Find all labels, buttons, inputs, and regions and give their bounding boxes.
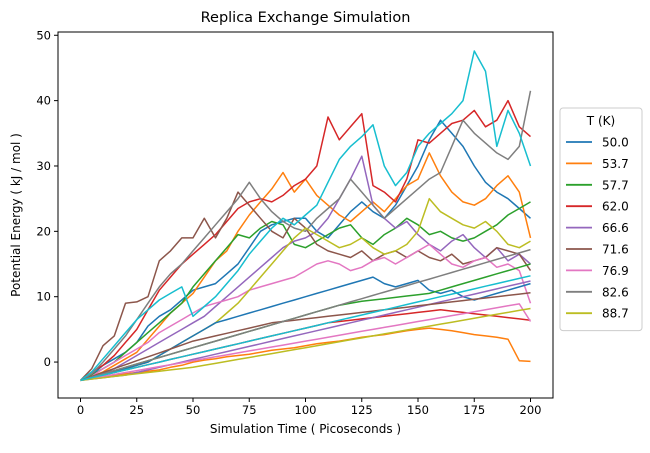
y-tick-label: 30 xyxy=(36,159,51,173)
y-tick-label: 50 xyxy=(36,28,51,42)
x-tick-label: 0 xyxy=(77,403,84,417)
series-line-19 xyxy=(80,307,531,382)
chart-title: Replica Exchange Simulation xyxy=(201,10,411,26)
y-tick-label: 0 xyxy=(44,355,51,369)
series-line-18 xyxy=(80,248,531,382)
y-tick-label: 40 xyxy=(36,94,51,108)
legend-label: 82.6 xyxy=(602,285,629,299)
x-tick-label: 75 xyxy=(242,403,257,417)
legend-label: 53.7 xyxy=(602,157,629,171)
legend-label: 57.7 xyxy=(602,178,629,192)
series-line-20 xyxy=(80,275,531,382)
series-line-7 xyxy=(80,243,532,382)
x-tick-label: 25 xyxy=(129,403,144,417)
y-tick-label: 20 xyxy=(36,224,51,238)
y-axis-label: Potential Energy ( kJ / mol ) xyxy=(9,133,23,297)
legend-items: 50.0 53.7 57.7 62.0 66.6 71.6 76.9 82.6 88.7 xyxy=(566,136,629,321)
series-line-10 xyxy=(80,50,532,381)
series-line-17 xyxy=(80,303,532,382)
x-tick-label: 50 xyxy=(186,403,201,417)
x-tick-label: 150 xyxy=(407,403,429,417)
series-line-5 xyxy=(80,155,531,382)
series-line-4 xyxy=(80,99,531,381)
y-axis-ticks: 0 10 20 30 40 50 xyxy=(36,28,58,369)
legend-label: 50.0 xyxy=(602,136,629,150)
series-line-12 xyxy=(80,327,531,382)
x-tick-label: 200 xyxy=(520,403,542,417)
legend-label: 62.0 xyxy=(602,200,629,214)
series-line-8 xyxy=(80,90,532,382)
x-axis-label: Simulation Time ( Picoseconds ) xyxy=(210,422,401,436)
x-tick-label: 125 xyxy=(351,403,373,417)
series-line-16 xyxy=(80,292,531,382)
legend: T (K) 50.0 53.7 57.7 62.0 66.6 71.6 76.9 82.6 88… xyxy=(559,107,643,332)
x-tick-label: 175 xyxy=(463,403,485,417)
series-line-11 xyxy=(80,276,531,382)
legend-label: 71.6 xyxy=(602,243,629,257)
legend-label: 88.7 xyxy=(602,307,629,321)
y-tick-label: 10 xyxy=(36,290,51,304)
x-tick-label: 100 xyxy=(295,403,317,417)
legend-label: 76.9 xyxy=(602,264,629,278)
x-axis-ticks: 0 25 50 75 100 125 150 175 200 xyxy=(77,398,542,417)
legend-title: T (K) xyxy=(586,114,615,128)
series-lines xyxy=(79,50,532,382)
legend-label: 66.6 xyxy=(602,221,629,235)
series-line-15 xyxy=(80,280,531,382)
